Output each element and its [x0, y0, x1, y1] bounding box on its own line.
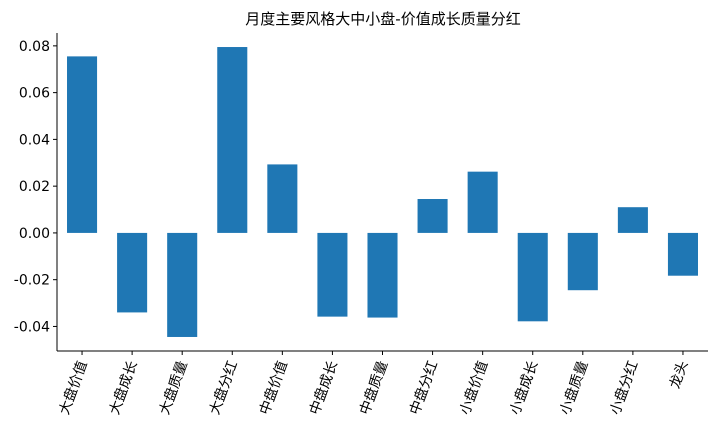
- x-tick-label: 小盘成长: [506, 359, 541, 417]
- bar-8: [417, 199, 448, 233]
- bar-13: [667, 232, 698, 276]
- bar-9: [467, 171, 498, 233]
- bar-5: [267, 164, 298, 233]
- bar-3: [167, 232, 198, 337]
- bars-group: [67, 47, 698, 337]
- x-tick-label: 小盘分红: [607, 359, 642, 417]
- y-tick-label: 0.08: [19, 39, 50, 55]
- bar-11: [567, 232, 598, 291]
- bar-1: [67, 56, 98, 233]
- bar-10: [517, 232, 548, 322]
- x-tick-label: 大盘分红: [206, 359, 241, 417]
- x-tick-label: 小盘质量: [556, 359, 591, 417]
- x-tick-label: 龙头: [667, 359, 692, 391]
- y-tick-label: 0.00: [19, 226, 50, 242]
- bar-6: [317, 232, 348, 317]
- x-tick-label: 大盘价值: [56, 359, 91, 417]
- y-tick-label: 0.06: [19, 86, 50, 102]
- bar-4: [217, 47, 248, 233]
- x-tick-label: 中盘分红: [406, 359, 441, 417]
- y-tick-label: 0.02: [19, 179, 50, 195]
- x-tick-label: 中盘价值: [256, 359, 291, 417]
- x-tick-label: 中盘质量: [356, 359, 391, 417]
- x-tick-label: 大盘质量: [156, 359, 191, 417]
- y-axis: -0.04 -0.02 0.00 0.02 0.04 0.06 0.08: [14, 33, 58, 351]
- chart-title: 月度主要风格大中小盘-价值成长质量分红: [245, 10, 520, 28]
- y-tick-label: -0.02: [14, 273, 50, 289]
- x-axis: 大盘价值 大盘成长 大盘质量 大盘分红 中盘价值 中盘成长 中盘质量 中盘分红 小盘价值 小盘成长…: [56, 350, 708, 417]
- bar-12: [617, 207, 648, 233]
- bar-7: [367, 232, 398, 318]
- x-tick-label: 小盘价值: [456, 359, 491, 417]
- x-tick-label: 大盘成长: [106, 359, 141, 417]
- bar-2: [117, 232, 148, 313]
- y-tick-label: 0.04: [19, 132, 50, 148]
- y-tick-label: -0.04: [14, 319, 50, 335]
- x-tick-label: 中盘成长: [306, 359, 341, 417]
